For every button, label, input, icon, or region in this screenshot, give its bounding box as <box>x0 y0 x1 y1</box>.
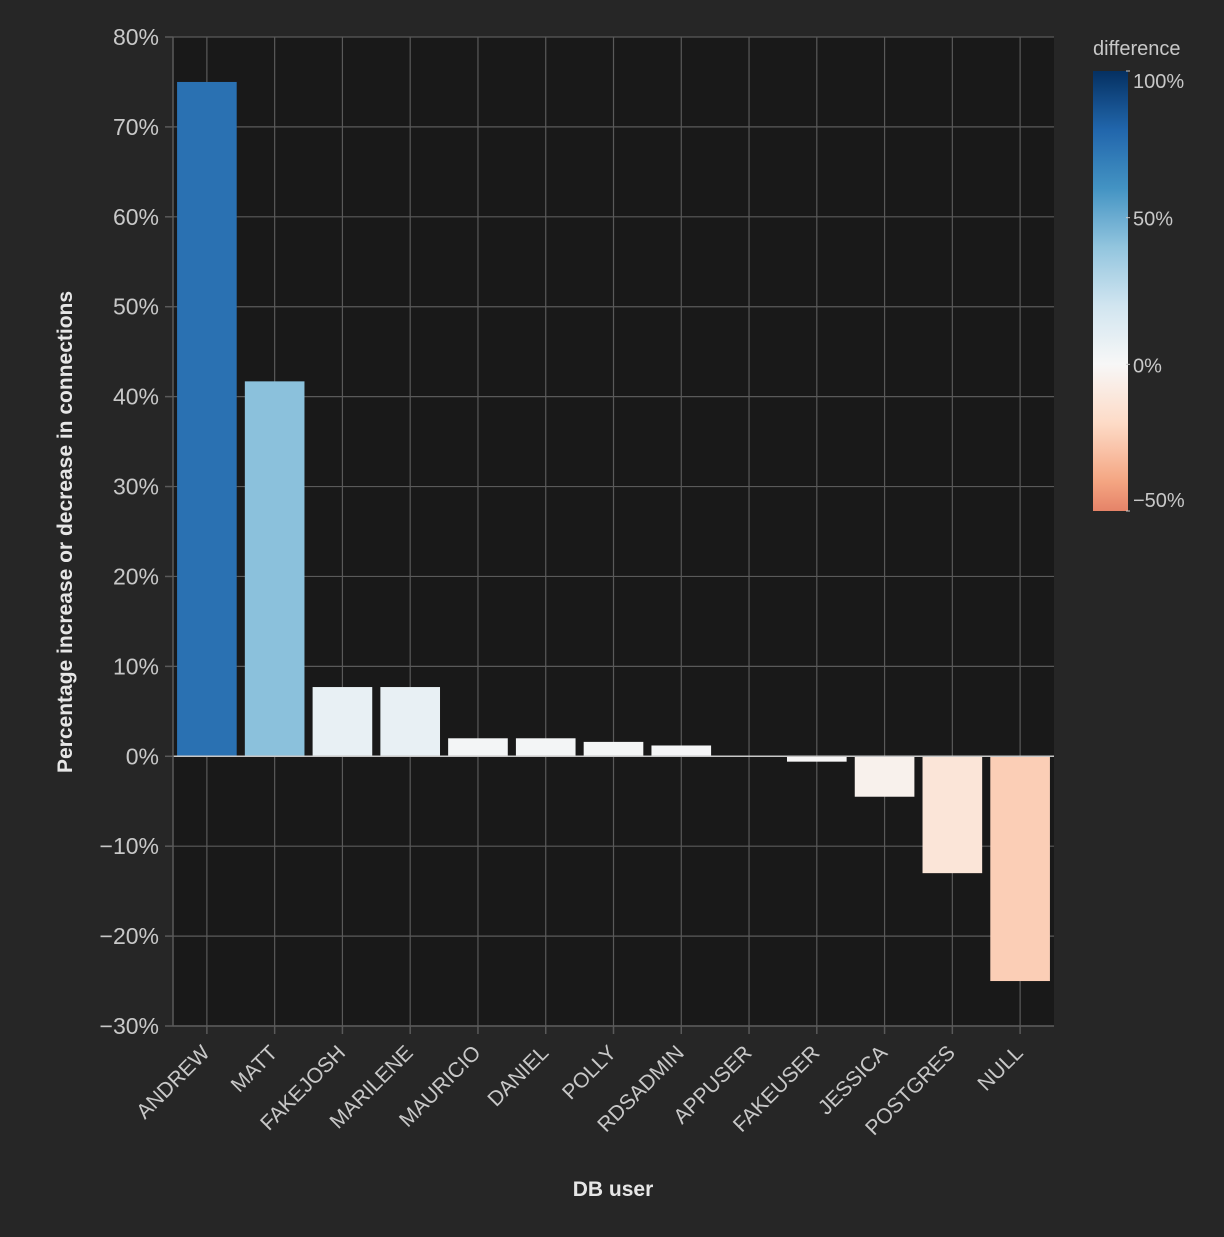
legend-tick-label: 0% <box>1133 355 1162 377</box>
y-tick-label: 40% <box>113 384 159 410</box>
x-tick-label: ANDREW <box>132 1041 214 1123</box>
x-tick-label: DANIEL <box>483 1041 553 1111</box>
bar <box>448 738 508 757</box>
legend-tick-label: 50% <box>1133 209 1173 231</box>
legend-tick-label: 100% <box>1133 71 1184 93</box>
bar <box>990 756 1050 982</box>
bar <box>786 756 847 762</box>
color-legend: difference 100% 50% 0% −50% <box>1093 38 1185 512</box>
y-tick-label: 60% <box>113 204 159 230</box>
x-axis: ANDREW MATTFAKEJOSHMARILENEMAURICIODANIEL… <box>132 1025 1054 1140</box>
bar <box>515 738 576 757</box>
y-tick-label: 0% <box>126 743 159 769</box>
bar <box>854 756 915 797</box>
x-tick-label: NULL <box>973 1041 1027 1095</box>
legend-ticks: 100% 50% 0% −50% <box>1126 70 1185 512</box>
bar <box>177 81 237 757</box>
y-tick-label: 30% <box>113 474 159 500</box>
y-tick-label: 70% <box>113 114 159 140</box>
legend-title: difference <box>1093 38 1180 60</box>
y-tick-label: 50% <box>113 294 159 320</box>
x-tick-label: MATT <box>227 1041 283 1097</box>
bars <box>177 81 1050 982</box>
y-axis: −30% −20% −10% 0% 10% 20% 30% 40% 50% 60% 70% 80% <box>100 24 174 1039</box>
bar <box>244 381 305 757</box>
y-tick-label: 20% <box>113 563 159 589</box>
bar <box>922 756 983 874</box>
y-tick-label: −10% <box>100 833 159 859</box>
bar <box>312 687 373 757</box>
y-tick-label: −30% <box>100 1013 159 1039</box>
x-tick-label: POLLY <box>558 1041 621 1104</box>
y-tick-label: 80% <box>113 24 159 50</box>
bar <box>651 745 712 757</box>
x-axis-title: DB user <box>573 1178 654 1201</box>
y-tick-label: −20% <box>100 923 159 949</box>
y-tick-label: 10% <box>113 653 159 679</box>
y-axis-title: Percentage increase or decrease in conne… <box>54 291 77 773</box>
legend-tick-label: −50% <box>1133 490 1185 512</box>
legend-color-bar <box>1093 71 1128 511</box>
bar <box>583 741 644 757</box>
bar <box>380 687 441 757</box>
